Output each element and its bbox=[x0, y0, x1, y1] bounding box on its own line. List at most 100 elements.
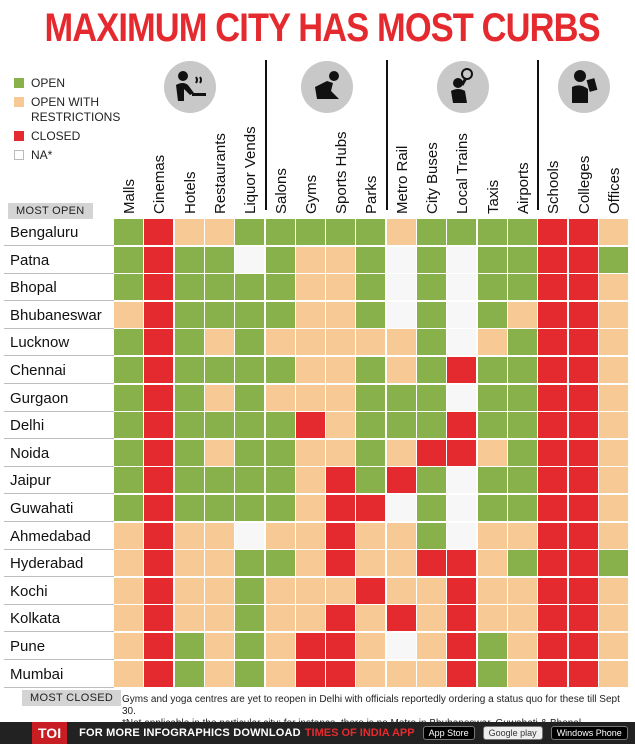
status-cell bbox=[447, 439, 477, 466]
status-cell bbox=[265, 439, 295, 466]
status-cell bbox=[538, 412, 568, 439]
chart-title: MAXIMUM CITY HAS MOST CURBS bbox=[44, 6, 600, 50]
status-cell bbox=[477, 633, 507, 659]
status-cell bbox=[235, 495, 265, 521]
status-cell bbox=[568, 522, 598, 549]
status-cell bbox=[477, 605, 507, 632]
status-cell bbox=[507, 246, 537, 273]
column-header-label: Liquor Vends bbox=[242, 126, 260, 214]
status-cell bbox=[507, 412, 537, 439]
windows-phone-badge[interactable]: Windows Phone bbox=[550, 726, 628, 740]
status-cell bbox=[386, 633, 416, 659]
column-header-label: Offices bbox=[605, 167, 623, 214]
group-separator bbox=[386, 60, 388, 210]
status-cell bbox=[356, 660, 386, 687]
status-cell bbox=[386, 329, 416, 356]
status-cell bbox=[417, 495, 446, 521]
status-cell bbox=[598, 246, 628, 273]
status-cell bbox=[174, 412, 204, 439]
status-cell bbox=[265, 274, 295, 301]
city-label: Ahmedabad bbox=[4, 523, 114, 550]
status-cell bbox=[598, 439, 628, 466]
status-cell bbox=[417, 605, 446, 632]
status-cell bbox=[417, 467, 446, 494]
status-cell bbox=[235, 412, 265, 439]
app-store-badge[interactable]: App Store bbox=[422, 726, 475, 740]
status-cell bbox=[356, 329, 386, 356]
status-cell bbox=[326, 577, 356, 604]
legend-label: NA* bbox=[31, 148, 53, 162]
status-cell bbox=[356, 605, 386, 632]
status-cell bbox=[114, 274, 143, 301]
status-cell bbox=[295, 467, 325, 494]
status-cell bbox=[417, 633, 446, 659]
group-separator bbox=[537, 60, 539, 210]
status-cell bbox=[417, 577, 446, 604]
status-cell bbox=[477, 412, 507, 439]
status-cell bbox=[235, 522, 265, 549]
status-cell bbox=[568, 660, 598, 687]
status-cell bbox=[265, 495, 295, 521]
status-cell bbox=[295, 660, 325, 687]
status-cell bbox=[114, 246, 143, 273]
status-cell bbox=[477, 219, 507, 245]
status-cell bbox=[598, 384, 628, 411]
status-cell bbox=[295, 412, 325, 439]
status-cell bbox=[326, 329, 356, 356]
status-cell bbox=[326, 384, 356, 411]
status-cell bbox=[356, 577, 386, 604]
status-cell bbox=[568, 246, 598, 273]
status-cell bbox=[295, 301, 325, 328]
status-cell bbox=[204, 495, 234, 521]
status-cell bbox=[174, 522, 204, 549]
status-cell bbox=[417, 412, 446, 439]
status-cell bbox=[174, 633, 204, 659]
status-cell bbox=[386, 577, 416, 604]
group-separator bbox=[265, 60, 267, 210]
status-cell bbox=[235, 605, 265, 632]
column-header-label: Local Trains bbox=[454, 133, 472, 214]
status-cell bbox=[507, 384, 537, 411]
column-header-label: Sports Hubs bbox=[333, 131, 351, 214]
google-play-badge[interactable]: Google play bbox=[482, 726, 543, 740]
status-cell bbox=[447, 522, 477, 549]
status-cell bbox=[295, 495, 325, 521]
status-cell bbox=[356, 495, 386, 521]
status-cell bbox=[507, 301, 537, 328]
status-cell bbox=[447, 660, 477, 687]
status-cell bbox=[568, 467, 598, 494]
status-cell bbox=[204, 550, 234, 577]
status-cell bbox=[144, 550, 174, 577]
status-cell bbox=[114, 633, 143, 659]
status-cell bbox=[174, 329, 204, 356]
status-cell bbox=[417, 550, 446, 577]
status-cell bbox=[477, 274, 507, 301]
status-cell bbox=[144, 219, 174, 245]
footer-bar: TOI FOR MORE INFOGRAPHICS DOWNLOAD TIMES… bbox=[0, 722, 635, 744]
city-label: Jaipur bbox=[4, 467, 114, 495]
status-cell bbox=[417, 522, 446, 549]
status-cell bbox=[265, 633, 295, 659]
status-cell bbox=[447, 633, 477, 659]
status-cell bbox=[265, 412, 295, 439]
legend-swatch-open bbox=[14, 78, 24, 88]
status-cell bbox=[204, 577, 234, 604]
status-cell bbox=[235, 633, 265, 659]
status-cell bbox=[507, 329, 537, 356]
status-cell bbox=[386, 660, 416, 687]
city-label: Mumbai bbox=[4, 661, 114, 688]
person-exercise-icon bbox=[266, 56, 387, 118]
status-cell bbox=[538, 219, 568, 245]
status-cell bbox=[144, 357, 174, 383]
status-cell bbox=[265, 301, 295, 328]
legend: OPEN OPEN WITH RESTRICTIONS CLOSED NA* bbox=[14, 76, 127, 167]
status-cell bbox=[598, 550, 628, 577]
city-label: Delhi bbox=[4, 412, 114, 440]
status-cell bbox=[144, 301, 174, 328]
status-cell bbox=[386, 301, 416, 328]
status-cell bbox=[447, 246, 477, 273]
status-cell bbox=[114, 412, 143, 439]
column-header-label: City Buses bbox=[424, 142, 441, 214]
column-header-label: Salons bbox=[272, 168, 290, 214]
status-cell bbox=[144, 246, 174, 273]
